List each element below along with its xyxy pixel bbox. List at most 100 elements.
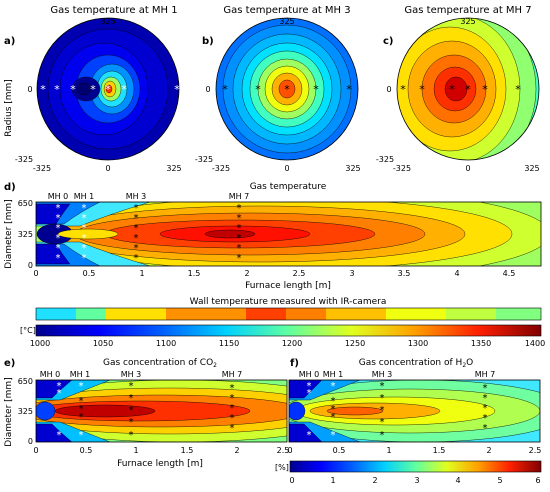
panel-d-mh0: MH 0 bbox=[48, 192, 69, 201]
panel-d-xtick: 2 bbox=[244, 269, 249, 278]
svg-text:*: * bbox=[400, 83, 406, 96]
panel-f-xtick: 0 bbox=[287, 446, 292, 455]
panel-d-ylabel: Diameter [mm] bbox=[4, 199, 14, 268]
panel-b-tick-top: 325 bbox=[279, 17, 294, 26]
panel-d-mh3: MH 3 bbox=[126, 192, 147, 201]
panel-d-ytick-0: 0 bbox=[28, 261, 33, 270]
panel-d-xtick: 0 bbox=[33, 269, 38, 278]
svg-text:*: * bbox=[483, 413, 488, 424]
panel-e: e) Gas concentration of CO2 Diameter [mm… bbox=[4, 358, 289, 469]
panel-e-xtick: 1.5 bbox=[181, 446, 194, 455]
colorbar-temp-unit: [°C] bbox=[20, 326, 36, 335]
panel-f-xtick: 0.5 bbox=[333, 446, 346, 455]
panel-a-ylabel: Radius [mm] bbox=[4, 79, 14, 137]
colorbar-temp-tick: 1150 bbox=[219, 339, 239, 348]
panel-c: Gas temperature at MH 7 c) * * * * * * 325 … bbox=[376, 5, 540, 173]
svg-text:*: * bbox=[82, 253, 87, 264]
panel-f-letter: f) bbox=[290, 358, 299, 369]
panel-a-tick-top: 325 bbox=[100, 17, 115, 26]
panel-b-tick-bottom: -325 bbox=[195, 155, 213, 164]
colorbar-conc-ticks: 0 1 2 3 4 5 6 bbox=[289, 476, 540, 485]
colorbar-conc-tick: 2 bbox=[372, 476, 377, 485]
panel-e-mh0: MH 0 bbox=[40, 370, 61, 379]
panel-d-probe-points-light: ** ** ** ** ** ** bbox=[56, 203, 87, 264]
panel-d-xtick: 3.5 bbox=[398, 269, 411, 278]
svg-text:*: * bbox=[331, 412, 336, 423]
panel-c-tick-bottom: -325 bbox=[376, 155, 394, 164]
panel-f-xtick: 2.5 bbox=[529, 446, 542, 455]
colorbar-conc-tick: 6 bbox=[535, 476, 540, 485]
svg-text:*: * bbox=[134, 243, 139, 254]
panel-b: Gas temperature at MH 3 b) * * * * * 325 -… bbox=[195, 5, 361, 173]
wall-title: Wall temperature measured with IR-camera bbox=[190, 297, 387, 307]
panel-f-title-sub: 2 bbox=[462, 362, 466, 369]
panel-d-letter: d) bbox=[4, 182, 16, 193]
panel-a-tick-zero-x: 0 bbox=[105, 164, 110, 173]
wall-temperature: Wall temperature measured with IR-camera… bbox=[20, 297, 545, 348]
svg-text:*: * bbox=[331, 404, 336, 415]
svg-text:*: * bbox=[79, 404, 84, 415]
panel-c-letter: c) bbox=[383, 36, 394, 47]
panel-b-title: Gas temperature at MH 3 bbox=[223, 5, 350, 16]
panel-c-tick-top: 325 bbox=[460, 17, 475, 26]
svg-text:*: * bbox=[237, 203, 242, 214]
svg-text:*: * bbox=[79, 396, 84, 407]
svg-text:*: * bbox=[70, 83, 76, 96]
colorbar-temp-tick: 1200 bbox=[282, 339, 302, 348]
svg-text:*: * bbox=[56, 253, 61, 264]
svg-text:*: * bbox=[380, 381, 385, 392]
svg-text:*: * bbox=[129, 430, 134, 441]
svg-text:*: * bbox=[465, 83, 471, 96]
panel-b-tick-zero-y: 0 bbox=[205, 85, 210, 94]
svg-text:*: * bbox=[56, 243, 61, 254]
colorbar-temp-tick: 1100 bbox=[156, 339, 176, 348]
svg-text:*: * bbox=[419, 83, 425, 96]
svg-text:*: * bbox=[57, 381, 62, 392]
panel-f-probe-points-light: ** * ** bbox=[307, 381, 336, 441]
panel-c-tick-zero-x: 0 bbox=[465, 164, 470, 173]
svg-text:*: * bbox=[230, 383, 235, 394]
panel-d-xtick: 3 bbox=[349, 269, 354, 278]
panel-a-tick-left: -325 bbox=[33, 164, 51, 173]
colorbar-conc-tick: 3 bbox=[414, 476, 419, 485]
svg-text:*: * bbox=[284, 83, 290, 96]
svg-text:*: * bbox=[237, 223, 242, 234]
panel-c-tick-right: 325 bbox=[524, 164, 539, 173]
svg-text:*: * bbox=[134, 233, 139, 244]
panel-e-title-main: Gas concentration of CO bbox=[103, 358, 213, 368]
svg-text:*: * bbox=[515, 83, 521, 96]
panel-a-title: Gas temperature at MH 1 bbox=[50, 5, 177, 16]
panel-d-title: Gas temperature bbox=[250, 182, 327, 192]
panel-d-probe-points-dark: ** ** ** ** ** ** bbox=[134, 203, 242, 264]
colorbar-conc bbox=[289, 460, 542, 473]
panel-f-mh7: MH 7 bbox=[475, 370, 496, 379]
colorbar-conc-tick: 4 bbox=[455, 476, 460, 485]
svg-text:*: * bbox=[174, 83, 180, 96]
panel-d-xtick: 0.5 bbox=[83, 269, 96, 278]
panel-b-probe-points: * * * * * bbox=[222, 83, 352, 96]
svg-text:*: * bbox=[230, 423, 235, 434]
panel-e-xlabel: Furnace length [m] bbox=[117, 459, 203, 469]
svg-text:*: * bbox=[331, 396, 336, 407]
svg-text:*: * bbox=[307, 430, 312, 441]
svg-text:*: * bbox=[134, 203, 139, 214]
panel-d-mh7: MH 7 bbox=[229, 192, 250, 201]
colorbar-temp-tick: 1000 bbox=[30, 339, 50, 348]
svg-text:*: * bbox=[307, 388, 312, 399]
svg-text:*: * bbox=[255, 83, 261, 96]
panel-e-ytick-650: 650 bbox=[18, 377, 33, 386]
panel-e-mh7: MH 7 bbox=[222, 370, 243, 379]
svg-text:*: * bbox=[483, 403, 488, 414]
colorbar-temp-tick: 1300 bbox=[408, 339, 428, 348]
panel-f-xtick: 1 bbox=[386, 446, 391, 455]
panel-e-xticks: 0 0.5 1 1.5 2 2.5 bbox=[33, 446, 289, 455]
panel-a-tick-right: 325 bbox=[166, 164, 181, 173]
panel-e-xtick: 1 bbox=[133, 446, 138, 455]
svg-text:*: * bbox=[129, 417, 134, 428]
svg-text:*: * bbox=[57, 388, 62, 399]
colorbar-conc-tick: 0 bbox=[289, 476, 294, 485]
svg-text:*: * bbox=[40, 83, 46, 96]
panel-f: f) Gas concentration of H2O MH 0 MH 1 MH… bbox=[275, 358, 542, 485]
panel-c-probe-points: * * * * * * bbox=[400, 83, 521, 96]
